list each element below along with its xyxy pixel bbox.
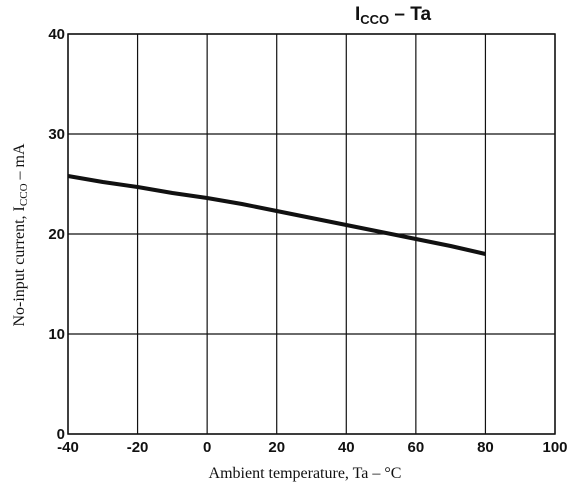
y-tick-label: 40 <box>48 26 65 43</box>
title-suffix: – Ta <box>389 4 431 25</box>
x-axis-label: Ambient temperature, Ta – °C <box>209 465 402 482</box>
y-axis-label-prefix: No-input current, I <box>11 206 28 326</box>
y-tick-labels: 0 10 20 30 40 <box>48 26 65 443</box>
series <box>67 174 486 256</box>
series-line <box>67 174 486 256</box>
x-tick-label: 100 <box>542 439 567 456</box>
x-tick-label: -40 <box>57 439 79 456</box>
y-tick-label: 30 <box>48 126 65 143</box>
y-tick-label: 0 <box>57 426 65 443</box>
plot-frame <box>67 33 556 435</box>
y-axis-label: No-input current, ICCO – mA <box>11 143 30 326</box>
x-tick-label: 20 <box>268 439 285 456</box>
y-tick-label: 20 <box>48 226 65 243</box>
x-tick-label: -20 <box>127 439 149 456</box>
chart-title: ICCO – Ta <box>355 4 431 27</box>
x-tick-label: 80 <box>477 439 494 456</box>
y-axis-label-suffix: – mA <box>11 143 28 183</box>
y-axis-label-subscript: CCO <box>18 183 30 206</box>
x-tick-labels: -40 -20 0 20 40 60 80 100 <box>57 439 567 456</box>
x-tick-label: 60 <box>408 439 425 456</box>
title-subscript: CCO <box>360 12 389 27</box>
title-main: I <box>355 4 360 25</box>
y-tick-label: 10 <box>48 326 65 343</box>
x-tick-label: 0 <box>203 439 211 456</box>
grid <box>67 33 556 435</box>
x-tick-label: 40 <box>338 439 355 456</box>
